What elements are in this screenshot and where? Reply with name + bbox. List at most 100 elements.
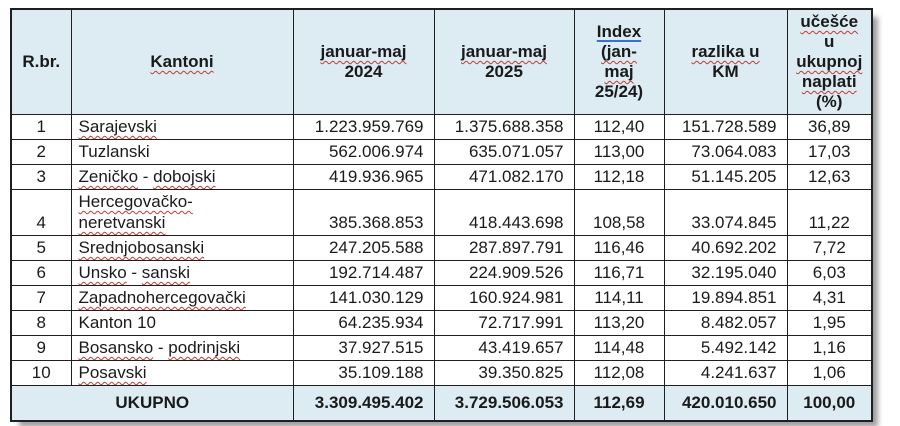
row-number-cell: 10 [10, 360, 72, 386]
text-segment: 6 [36, 263, 46, 282]
difference-cell: 151.728.589 [663, 114, 788, 140]
canton-name-cell: Zeničko - dobojski [70, 164, 294, 190]
index-cell: 113,20 [573, 310, 665, 336]
value-2025-cell: 39.350.825 [433, 360, 575, 386]
index-cell: 116,71 [573, 260, 665, 286]
text-segment: 635.071.057 [468, 142, 564, 161]
table-row: 9 Bosansko - podrinjski 37.927.515 43.419.6… [10, 335, 873, 361]
text-segment: 1.375.688.358 [454, 117, 564, 136]
text-segment: 385.368.853 [328, 213, 424, 232]
value-2024-cell: 1.223.959.769 [292, 114, 435, 140]
header-ucesce: učešće u ukupnoj naplati (%) [786, 8, 873, 115]
text-segment: podrinjski [168, 338, 241, 357]
table-row: 1 Sarajevski 1.223.959.769 1.375.688.358 112… [10, 114, 873, 140]
text-segment: Index [596, 22, 642, 41]
text-segment: - [138, 167, 154, 186]
value-2025-cell: 160.924.981 [433, 285, 575, 311]
total-share-cell: 100,00 [786, 385, 873, 422]
text-segment: 108,58 [593, 213, 645, 232]
text-segment: 151.728.589 [681, 117, 777, 136]
table-row: 6 Unsko - sanski 192.714.487 224.909.526 116… [10, 260, 873, 286]
text-segment: 32.195.040 [691, 263, 777, 282]
table-row: 3 Zeničko - dobojski 419.936.965 471.082.17… [10, 164, 873, 190]
index-cell: 113,00 [573, 139, 665, 165]
value-2025-cell: 287.897.791 [433, 235, 575, 261]
text-segment: 1.223.959.769 [314, 117, 424, 136]
value-2024-cell: 385.368.853 [292, 189, 435, 236]
text-segment: maj [604, 62, 634, 81]
text-segment: neretvanski [78, 213, 166, 232]
text-segment: 112,08 [593, 363, 645, 382]
index-cell: 112,08 [573, 360, 665, 386]
text-segment: Zeničko [78, 167, 139, 186]
canton-name-cell: Posavski [70, 360, 294, 386]
value-2025-cell: 224.909.526 [433, 260, 575, 286]
canton-name-cell: Srednjobosanski [70, 235, 294, 261]
text-segment: 471.082.170 [468, 167, 564, 186]
canton-name-cell: Hercegovačko-neretvanski [70, 189, 294, 236]
value-2024-cell: 141.030.129 [292, 285, 435, 311]
text-segment: 11,22 [808, 213, 850, 232]
text-segment: 4 [36, 213, 46, 232]
row-number-cell: 8 [10, 310, 72, 336]
text-segment: Srednjobosanski [78, 238, 205, 257]
table-row: 10 Posavski 35.109.188 39.350.825 112,08 4.24… [10, 360, 873, 386]
text-segment: 7,72 [812, 238, 846, 257]
text-segment: 40.692.202 [691, 238, 777, 257]
share-cell: 7,72 [786, 235, 873, 261]
text-segment: Zapadnohercegovački [78, 288, 246, 307]
share-cell: 4,31 [786, 285, 873, 311]
text-segment: (%) [816, 92, 843, 111]
text-segment: 73.064.083 [691, 142, 777, 161]
text-segment: Tuzlanski [78, 142, 150, 161]
row-number-cell: 6 [10, 260, 72, 286]
text-segment: 113,00 [593, 142, 645, 161]
text-segment: januar-maj [461, 42, 547, 61]
total-2025-cell: 3.729.506.053 [433, 385, 575, 422]
text-segment: Hercegovačko- [78, 192, 193, 211]
text-segment: 43.419.657 [478, 338, 564, 357]
text-segment: dobojski [153, 167, 216, 186]
row-number-cell: 5 [10, 235, 72, 261]
text-segment: 64.235.934 [338, 313, 424, 332]
text-segment: Kanton 10 [78, 313, 157, 332]
text-segment: 418.443.698 [468, 213, 564, 232]
text-segment: sanski [141, 263, 190, 282]
total-row: UKUPNO 3.309.495.402 3.729.506.053 112,6… [10, 385, 873, 422]
text-segment: 160.924.981 [468, 288, 564, 307]
text-segment: 141.030.129 [328, 288, 424, 307]
text-segment: 39.350.825 [478, 363, 564, 382]
share-cell: 1,06 [786, 360, 873, 386]
value-2025-cell: 418.443.698 [433, 189, 575, 236]
text-segment: 114,48 [593, 338, 645, 357]
header-kantoni: Kantoni [70, 8, 294, 115]
text-segment: 37.927.515 [338, 338, 424, 357]
value-2024-cell: 64.235.934 [292, 310, 435, 336]
value-2024-cell: 35.109.188 [292, 360, 435, 386]
text-segment: 19.894.851 [691, 288, 777, 307]
difference-cell: 4.241.637 [663, 360, 788, 386]
text-segment: 8.482.057 [700, 313, 777, 332]
share-cell: 11,22 [786, 189, 873, 236]
value-2025-cell: 72.717.991 [433, 310, 575, 336]
share-cell: 6,03 [786, 260, 873, 286]
text-segment: učešće [800, 12, 859, 31]
text-segment: 114,11 [594, 288, 644, 307]
row-number-cell: 1 [10, 114, 72, 140]
text-segment: 7 [36, 288, 46, 307]
text-segment: - [126, 263, 142, 282]
text-segment: 12,63 [807, 167, 851, 186]
index-cell: 108,58 [573, 189, 665, 236]
text-segment: januar-maj [320, 42, 407, 61]
difference-cell: 32.195.040 [663, 260, 788, 286]
share-cell: 1,95 [786, 310, 873, 336]
index-cell: 112,40 [573, 114, 665, 140]
text-segment: 3 [36, 167, 46, 186]
header-index: Index (jan-maj 25/24) [573, 8, 665, 115]
text-segment: 10 [31, 363, 51, 382]
text-segment: 287.897.791 [468, 238, 564, 257]
text-segment: 113,20 [593, 313, 645, 332]
header-row: R.br. Kantoni januar-maj 2024 januar-maj 2025… [10, 8, 873, 115]
kantoni-revenue-table: R.br. Kantoni januar-maj 2024 januar-maj 2025… [10, 8, 873, 422]
text-segment: R.br. [22, 52, 61, 71]
